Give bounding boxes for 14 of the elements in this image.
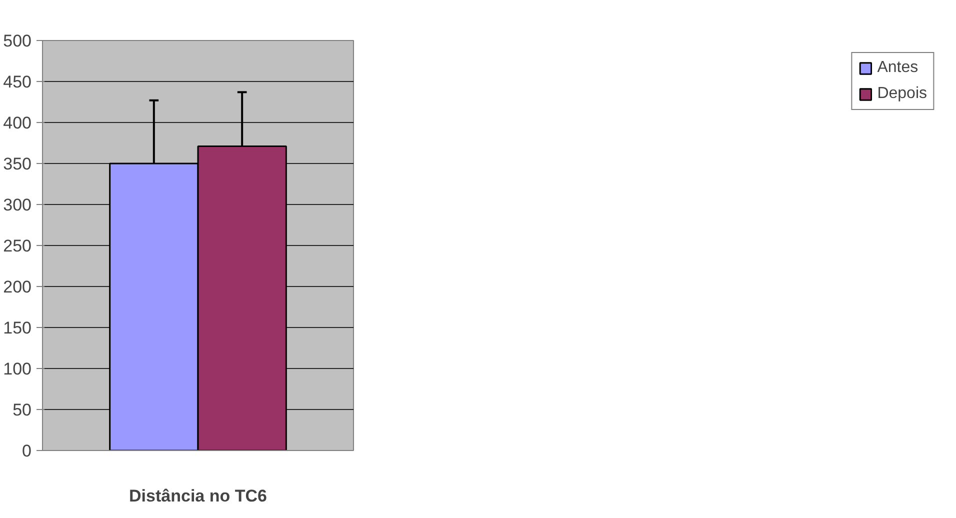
y-tick-label: 250 xyxy=(3,236,32,256)
y-tick-label: 50 xyxy=(12,400,32,420)
y-tick-label: 200 xyxy=(3,278,32,296)
y-tick-label: 100 xyxy=(3,360,32,378)
y-tick-label: 500 xyxy=(3,32,32,50)
legend-label: Antes xyxy=(877,59,918,77)
y-tick-label: 350 xyxy=(3,154,32,174)
legend-label: Depois xyxy=(877,85,927,103)
y-tick-label: 300 xyxy=(3,196,32,214)
y-tick-label: 150 xyxy=(3,318,32,338)
y-tick-label: 450 xyxy=(3,72,32,92)
y-tick-label: 0 xyxy=(22,442,32,460)
y-tick-label: 400 xyxy=(3,114,32,132)
x-axis-title: Distância no TC6 xyxy=(129,486,267,506)
